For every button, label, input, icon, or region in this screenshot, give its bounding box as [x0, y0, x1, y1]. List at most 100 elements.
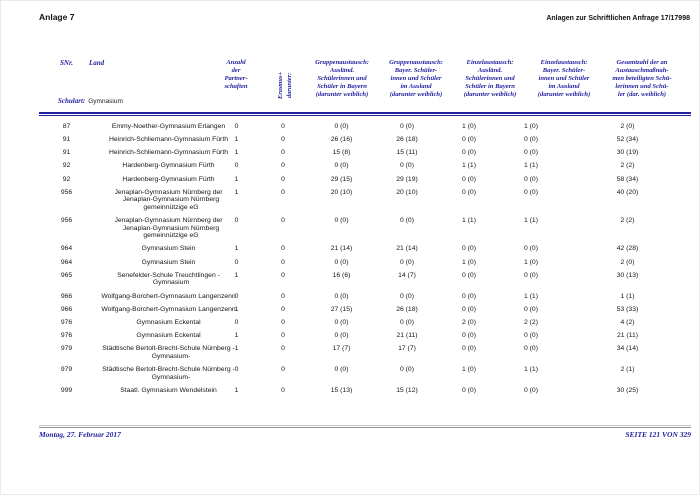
- school-number: 964: [60, 245, 73, 253]
- einzelaustausch-auslaend-bayern: 0 (0): [462, 149, 476, 157]
- table-row: 956 Jenaplan-Gymnasium Nürnberg der Jenap…: [39, 186, 693, 214]
- school-name: Gymnasium Stein: [94, 256, 214, 269]
- data-table: 87 Emmy-Noether-Gymnasium Erlangen 0 0 0 (0)…: [39, 120, 693, 397]
- gesamtzahl: 30 (25): [616, 386, 639, 394]
- school-name-text: Städtische Bertolt-Brecht-Schule Nürnber…: [102, 345, 235, 360]
- gesamtzahl: 52 (34): [616, 135, 639, 143]
- einzelaustausch-auslaend-bayern: 0 (0): [462, 305, 476, 313]
- school-name-text: Staatl. Gymnasium Wendelstein: [120, 386, 217, 394]
- einzelaustausch-auslaend-bayern: 1 (0): [462, 258, 476, 266]
- darunter-erasmus: 0: [281, 175, 285, 183]
- school-name: Gymnasium Eckental: [94, 316, 214, 329]
- gesamtzahl: 4 (2): [620, 319, 635, 327]
- einzelaustausch-bayer-ausland: 1 (1): [524, 217, 538, 225]
- gruppenaustausch-auslaend-bayern: 0 (0): [334, 258, 349, 266]
- school-number: 965: [60, 271, 73, 279]
- anzahl-partnerschaften: 1: [234, 332, 239, 340]
- einzelaustausch-bayer-ausland: 0 (0): [524, 245, 538, 253]
- col-header-anzahl-partnerschaften: Anzahl der Partner- schaften: [224, 59, 248, 90]
- anzahl-partnerschaften: 1: [234, 245, 239, 253]
- school-number: 976: [60, 319, 73, 327]
- col-header-land: Land: [89, 59, 105, 67]
- anzahl-partnerschaften: 0: [234, 366, 239, 374]
- darunter-erasmus: 0: [281, 258, 285, 266]
- gruppenaustausch-auslaend-bayern: 20 (10): [330, 188, 353, 196]
- table-row: 964 Gymnasium Stein 1 0 21 (14) 21 (14) 0 (0) 0…: [39, 243, 693, 256]
- gruppenaustausch-bayer-ausland: 17 (7): [398, 345, 416, 353]
- gruppenaustausch-bayer-ausland: 26 (18): [396, 305, 418, 313]
- anzahl-partnerschaften: 1: [234, 345, 239, 353]
- gesamtzahl: 42 (28): [616, 245, 639, 253]
- einzelaustausch-auslaend-bayern: 0 (0): [462, 245, 476, 253]
- table-row: 979 Städtische Bertolt-Brecht-Schule Nürn…: [39, 363, 693, 384]
- einzelaustausch-auslaend-bayern: 1 (0): [462, 366, 476, 374]
- darunter-erasmus: 0: [281, 135, 285, 143]
- gesamtzahl: 2 (2): [620, 162, 635, 170]
- table-row: 87 Emmy-Noether-Gymnasium Erlangen 0 0 0 (0)…: [39, 120, 693, 133]
- gruppenaustausch-auslaend-bayern: 21 (14): [330, 245, 353, 253]
- school-number: 87: [62, 122, 71, 130]
- footer-date: Montag, 27. Februar 2017: [39, 430, 121, 439]
- school-name: Gymnasium Eckental: [94, 329, 214, 342]
- school-name: Wolfgang-Borchert-Gymnasium Langenzenn: [94, 303, 235, 316]
- header-reference: Anlagen zur Schriftlichen Anfrage 17/179…: [546, 15, 690, 22]
- einzelaustausch-bayer-ausland: 1 (0): [524, 258, 538, 266]
- school-name: Hardenberg-Gymnasium Fürth: [94, 160, 214, 173]
- gruppenaustausch-auslaend-bayern: 29 (15): [330, 175, 353, 183]
- table-row: 966 Wolfgang-Borchert-Gymnasium Langenzen…: [39, 303, 693, 316]
- gruppenaustausch-bayer-ausland: 21 (14): [396, 245, 418, 253]
- darunter-erasmus: 0: [281, 292, 285, 300]
- anzahl-partnerschaften: 1: [234, 175, 239, 183]
- col-header-gruppenaustausch-bayer: Gruppenaustausch: Bayer. Schüler- innen …: [389, 59, 443, 98]
- einzelaustausch-bayer-ausland: 0 (0): [524, 305, 538, 313]
- school-number: 966: [60, 305, 73, 313]
- school-number: 966: [60, 292, 73, 300]
- gruppenaustausch-auslaend-bayern: 15 (13): [330, 386, 353, 394]
- einzelaustausch-bayer-ausland: 0 (0): [524, 188, 538, 196]
- einzelaustausch-bayer-ausland: 1 (0): [524, 122, 538, 130]
- gesamtzahl: 58 (34): [616, 175, 639, 183]
- school-name-text: Jenaplan-Gymnasium Nürnberg der Jenaplan…: [114, 217, 223, 240]
- school-name: Jenaplan-Gymnasium Nürnberg der Jenaplan…: [94, 186, 222, 214]
- anzahl-partnerschaften: 0: [234, 217, 239, 225]
- einzelaustausch-auslaend-bayern: 0 (0): [462, 188, 476, 196]
- school-name-text: Gymnasium Eckental: [136, 332, 201, 340]
- einzelaustausch-auslaend-bayern: 0 (0): [462, 345, 476, 353]
- page-title: Anlage 7: [39, 12, 75, 22]
- darunter-erasmus: 0: [281, 271, 285, 279]
- school-name: Städtische Bertolt-Brecht-Schule Nürnber…: [94, 343, 235, 364]
- darunter-erasmus: 0: [281, 122, 285, 130]
- gruppenaustausch-bayer-ausland: 0 (0): [400, 122, 414, 130]
- darunter-erasmus: 0: [281, 188, 285, 196]
- table-row: 976 Gymnasium Eckental 0 0 0 (0) 0 (0) 2 (0) 2 …: [39, 316, 693, 329]
- einzelaustausch-bayer-ausland: 0 (0): [524, 345, 538, 353]
- col-header-einzelaustausch-bayer: Einzelaustausch: Bayer. Schüler- innen u…: [537, 59, 591, 98]
- table-row: 964 Gymnasium Stein 0 0 0 (0) 0 (0) 1 (0) 1 (0)…: [39, 256, 693, 269]
- gruppenaustausch-auslaend-bayern: 17 (7): [332, 345, 351, 353]
- gruppenaustausch-bayer-ausland: 14 (7): [398, 271, 416, 279]
- school-number: 92: [62, 162, 71, 170]
- gruppenaustausch-auslaend-bayern: 0 (0): [334, 162, 349, 170]
- school-number: 92: [62, 175, 71, 183]
- col-header-einzelaustausch-auslaend: Einzelaustausch: Ausländ. Schülerinnen u…: [463, 59, 517, 98]
- school-name-text: Heinrich-Schliemann-Gymnasium Fürth: [109, 149, 228, 157]
- anzahl-partnerschaften: 0: [234, 162, 239, 170]
- anzahl-partnerschaften: 0: [234, 122, 239, 130]
- table-body: 87 Emmy-Noether-Gymnasium Erlangen 0 0 0 (0)…: [39, 120, 693, 397]
- einzelaustausch-auslaend-bayern: 2 (0): [462, 319, 476, 327]
- table-row: 91 Heinrich-Schliemann-Gymnasium Fürth 1 0 2…: [39, 133, 693, 146]
- einzelaustausch-bayer-ausland: 0 (0): [524, 386, 538, 394]
- gruppenaustausch-bayer-ausland: 0 (0): [400, 292, 414, 300]
- school-number: 956: [60, 217, 73, 225]
- gruppenaustausch-bayer-ausland: 0 (0): [400, 258, 414, 266]
- einzelaustausch-bayer-ausland: 1 (1): [524, 366, 538, 374]
- table-header: SNr. Land Schulart: Gymnasium Anzahl der …: [39, 57, 691, 115]
- gruppenaustausch-bayer-ausland: 26 (18): [396, 135, 418, 143]
- gesamtzahl: 2 (2): [620, 217, 635, 225]
- table-row: 91 Heinrich-Schliemann-Gymnasium Fürth 1 0 1…: [39, 146, 693, 159]
- einzelaustausch-auslaend-bayern: 0 (0): [462, 332, 476, 340]
- page-footer: Montag, 27. Februar 2017 SEITE 121 VON 3…: [39, 430, 691, 439]
- table-row: 979 Städtische Bertolt-Brecht-Schule Nürn…: [39, 343, 693, 364]
- school-name-text: Gymnasium Stein: [141, 245, 196, 253]
